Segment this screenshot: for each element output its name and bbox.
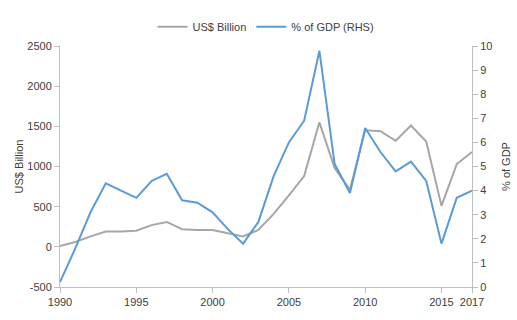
svg-text:7: 7	[480, 112, 486, 124]
svg-text:2017: 2017	[460, 296, 484, 308]
svg-text:10: 10	[480, 40, 492, 52]
svg-text:US$ Billion: US$ Billion	[13, 140, 25, 194]
svg-text:0: 0	[480, 281, 486, 293]
svg-text:2000: 2000	[200, 296, 224, 308]
svg-text:2015: 2015	[429, 296, 453, 308]
svg-text:1995: 1995	[124, 296, 148, 308]
svg-text:% of GDP (RHS): % of GDP (RHS)	[291, 21, 373, 33]
svg-text:% of GDP: % of GDP	[500, 142, 512, 191]
svg-text:0: 0	[46, 241, 52, 253]
svg-text:1500: 1500	[27, 120, 51, 132]
svg-text:500: 500	[33, 201, 51, 213]
svg-text:4: 4	[480, 184, 486, 196]
svg-text:8: 8	[480, 88, 486, 100]
svg-text:3: 3	[480, 209, 486, 221]
svg-text:US$ Billion: US$ Billion	[193, 21, 247, 33]
svg-text:1990: 1990	[48, 296, 72, 308]
svg-text:2005: 2005	[277, 296, 301, 308]
svg-text:2: 2	[480, 233, 486, 245]
svg-text:1: 1	[480, 257, 486, 269]
svg-text:6: 6	[480, 136, 486, 148]
svg-text:2000: 2000	[27, 80, 51, 92]
svg-text:5: 5	[480, 160, 486, 172]
svg-text:1000: 1000	[27, 160, 51, 172]
svg-text:9: 9	[480, 64, 486, 76]
svg-text:-500: -500	[30, 281, 52, 293]
svg-text:2500: 2500	[27, 40, 51, 52]
svg-text:2010: 2010	[353, 296, 377, 308]
